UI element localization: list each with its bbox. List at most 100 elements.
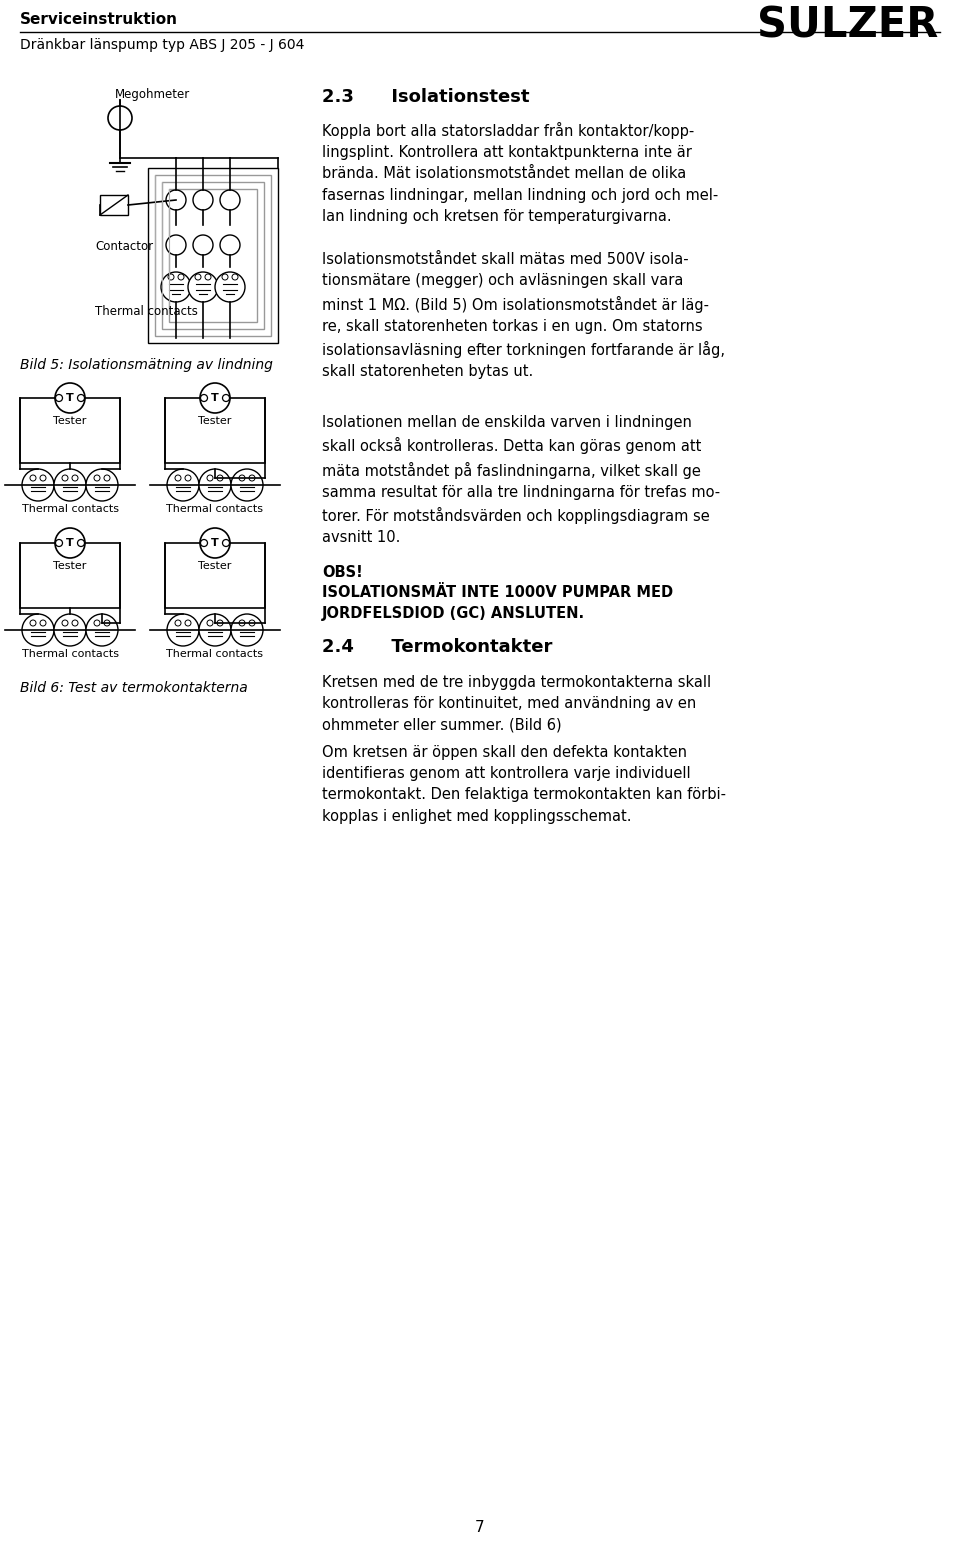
Bar [165,543,265,608]
Text: Isolationsmotståndet skall mätas med 500V isola-
tionsmätare (megger) och avläsn: Isolationsmotståndet skall mätas med 500… [322,253,725,379]
Text: 7: 7 [475,1519,485,1535]
Circle shape [193,190,213,211]
Circle shape [231,470,263,501]
Circle shape [166,236,186,254]
Circle shape [40,619,46,626]
Bar [165,398,265,463]
Bar [155,175,271,335]
Circle shape [166,190,186,211]
Circle shape [62,619,68,626]
Text: 2.4      Termokontakter: 2.4 Termokontakter [322,638,552,657]
Circle shape [249,619,255,626]
Text: SULZER: SULZER [756,5,938,47]
Circle shape [104,474,110,480]
Circle shape [62,474,68,480]
Text: Thermal contacts: Thermal contacts [21,649,118,658]
Circle shape [178,275,184,279]
Circle shape [55,527,85,558]
Circle shape [86,470,118,501]
Circle shape [201,395,207,401]
Circle shape [222,275,228,279]
Circle shape [200,527,230,558]
Circle shape [188,271,218,303]
Text: T: T [66,538,74,548]
Circle shape [161,271,191,303]
Circle shape [55,384,85,413]
Circle shape [220,190,240,211]
Text: Bild 5: Isolationsmätning av lindning: Bild 5: Isolationsmätning av lindning [20,357,273,371]
Text: Isolationen mellan de enskilda varven i lindningen
skall också kontrolleras. Det: Isolationen mellan de enskilda varven i … [322,415,720,546]
Text: T: T [211,393,219,402]
Circle shape [22,470,54,501]
Circle shape [193,236,213,254]
Circle shape [56,540,62,546]
Circle shape [175,474,181,480]
Bar [162,183,264,329]
Circle shape [54,615,86,646]
Circle shape [86,615,118,646]
Circle shape [205,275,211,279]
Circle shape [185,619,191,626]
Text: Thermal contacts: Thermal contacts [95,306,198,318]
Text: Thermal contacts: Thermal contacts [166,649,263,658]
Circle shape [72,619,78,626]
Circle shape [72,474,78,480]
Text: Dränkbar länspump typ ABS J 205 - J 604: Dränkbar länspump typ ABS J 205 - J 604 [20,37,304,51]
Text: T: T [211,538,219,548]
Circle shape [78,540,84,546]
Circle shape [220,236,240,254]
Circle shape [104,619,110,626]
Text: Megohmeter: Megohmeter [115,87,190,101]
Text: ISOLATIONSMÄT INTE 1000V PUMPAR MED
JORDFELSDIOD (GC) ANSLUTEN.: ISOLATIONSMÄT INTE 1000V PUMPAR MED JORD… [322,585,673,621]
Text: Tester: Tester [54,417,86,426]
Circle shape [207,474,213,480]
Text: Thermal contacts: Thermal contacts [21,504,118,513]
Bar [20,398,120,463]
Bar [148,168,278,343]
Circle shape [232,275,238,279]
Circle shape [201,540,207,546]
Bar [100,195,128,215]
Circle shape [167,470,199,501]
Circle shape [168,275,174,279]
Text: Thermal contacts: Thermal contacts [166,504,263,513]
Circle shape [217,619,223,626]
Bar [169,189,257,321]
Circle shape [207,619,213,626]
Circle shape [200,384,230,413]
Circle shape [199,470,231,501]
Text: 2.3      Isolationstest: 2.3 Isolationstest [322,87,530,106]
Text: Tester: Tester [199,562,231,571]
Circle shape [239,474,245,480]
Circle shape [185,474,191,480]
Text: Bild 6: Test av termokontakterna: Bild 6: Test av termokontakterna [20,682,248,696]
Circle shape [22,615,54,646]
Circle shape [54,470,86,501]
Text: Tester: Tester [54,562,86,571]
Circle shape [217,474,223,480]
Text: T: T [66,393,74,402]
Text: Serviceinstruktion: Serviceinstruktion [20,12,178,27]
Circle shape [223,395,229,401]
Circle shape [94,474,100,480]
Circle shape [78,395,84,401]
Circle shape [199,615,231,646]
Circle shape [223,540,229,546]
Text: Contactor: Contactor [95,240,154,253]
Text: Kretsen med de tre inbyggda termokontakterna skall
kontrolleras för kontinuitet,: Kretsen med de tre inbyggda termokontakt… [322,675,711,733]
Text: Om kretsen är öppen skall den defekta kontakten
identifieras genom att kontrolle: Om kretsen är öppen skall den defekta ko… [322,746,726,824]
Circle shape [30,474,36,480]
Circle shape [195,275,201,279]
Circle shape [231,615,263,646]
Circle shape [167,615,199,646]
Circle shape [215,271,245,303]
Circle shape [175,619,181,626]
Text: Tester: Tester [199,417,231,426]
Text: Koppla bort alla statorsladdar från kontaktor/kopp-
lingsplint. Kontrollera att : Koppla bort alla statorsladdar från kont… [322,122,718,225]
Circle shape [30,619,36,626]
Circle shape [108,106,132,129]
Bar [20,543,120,608]
Circle shape [249,474,255,480]
Circle shape [239,619,245,626]
Circle shape [56,395,62,401]
